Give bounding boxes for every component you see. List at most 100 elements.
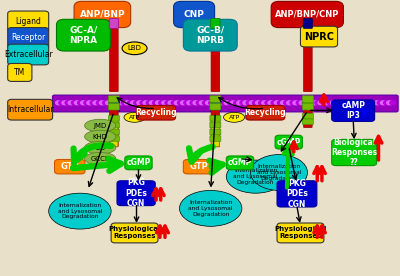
Circle shape xyxy=(240,101,246,105)
FancyBboxPatch shape xyxy=(8,63,32,81)
Circle shape xyxy=(93,101,99,105)
Text: cGMP: cGMP xyxy=(228,158,252,167)
Text: ANP/BNP: ANP/BNP xyxy=(80,10,125,19)
FancyBboxPatch shape xyxy=(108,122,119,128)
Circle shape xyxy=(327,101,333,105)
Ellipse shape xyxy=(224,112,245,122)
Ellipse shape xyxy=(124,112,145,122)
Text: Internalization
and Lysosomal
Degradation: Internalization and Lysosomal Degradatio… xyxy=(58,203,102,219)
Circle shape xyxy=(74,101,80,105)
FancyBboxPatch shape xyxy=(212,133,219,140)
Circle shape xyxy=(215,101,220,105)
FancyBboxPatch shape xyxy=(210,96,221,102)
FancyBboxPatch shape xyxy=(110,119,118,126)
Circle shape xyxy=(290,101,295,105)
FancyBboxPatch shape xyxy=(277,181,317,207)
Text: Ligand: Ligand xyxy=(15,17,41,26)
Text: GCCD: GCCD xyxy=(90,156,110,162)
Circle shape xyxy=(121,101,127,105)
Circle shape xyxy=(221,101,227,105)
FancyBboxPatch shape xyxy=(271,1,343,28)
Circle shape xyxy=(187,101,192,105)
Text: Recycling: Recycling xyxy=(135,108,177,117)
FancyBboxPatch shape xyxy=(117,181,155,206)
Text: Intracellular: Intracellular xyxy=(7,105,54,114)
Circle shape xyxy=(206,101,211,105)
FancyBboxPatch shape xyxy=(211,110,220,147)
Ellipse shape xyxy=(122,42,147,55)
Circle shape xyxy=(365,101,370,105)
FancyBboxPatch shape xyxy=(125,156,152,170)
Circle shape xyxy=(380,101,386,105)
FancyBboxPatch shape xyxy=(302,113,313,119)
Circle shape xyxy=(131,101,136,105)
FancyBboxPatch shape xyxy=(304,28,312,92)
Circle shape xyxy=(362,101,367,105)
Circle shape xyxy=(96,101,102,105)
Text: NPRC: NPRC xyxy=(304,31,334,42)
FancyBboxPatch shape xyxy=(8,99,52,120)
Circle shape xyxy=(196,101,202,105)
Circle shape xyxy=(252,101,258,105)
Circle shape xyxy=(234,101,239,105)
Circle shape xyxy=(287,101,292,105)
Circle shape xyxy=(118,101,124,105)
Text: GTP: GTP xyxy=(189,162,208,171)
Text: GTP: GTP xyxy=(60,162,79,171)
Text: ATP: ATP xyxy=(228,115,240,120)
FancyBboxPatch shape xyxy=(212,140,219,147)
Circle shape xyxy=(134,101,139,105)
FancyBboxPatch shape xyxy=(110,28,118,92)
Text: Biological
Responses
??: Biological Responses ?? xyxy=(331,138,377,167)
FancyBboxPatch shape xyxy=(302,104,313,110)
Circle shape xyxy=(315,101,320,105)
Circle shape xyxy=(390,101,395,105)
Circle shape xyxy=(212,101,217,105)
Circle shape xyxy=(359,101,364,105)
Circle shape xyxy=(140,101,146,105)
Circle shape xyxy=(377,101,383,105)
FancyBboxPatch shape xyxy=(110,140,118,147)
FancyBboxPatch shape xyxy=(183,160,214,174)
Circle shape xyxy=(100,101,105,105)
Text: cAMP
IP3: cAMP IP3 xyxy=(341,101,365,120)
FancyBboxPatch shape xyxy=(8,44,49,65)
Circle shape xyxy=(102,101,108,105)
Circle shape xyxy=(152,101,158,105)
Circle shape xyxy=(84,101,89,105)
Circle shape xyxy=(174,101,180,105)
FancyBboxPatch shape xyxy=(303,18,312,28)
Text: TM: TM xyxy=(14,68,26,77)
Circle shape xyxy=(343,101,348,105)
FancyBboxPatch shape xyxy=(212,119,219,126)
FancyBboxPatch shape xyxy=(211,28,220,92)
Circle shape xyxy=(165,101,170,105)
Circle shape xyxy=(202,101,208,105)
FancyBboxPatch shape xyxy=(302,96,313,102)
Text: Recycling: Recycling xyxy=(244,108,286,117)
FancyBboxPatch shape xyxy=(211,18,220,28)
FancyBboxPatch shape xyxy=(332,100,375,121)
Circle shape xyxy=(90,101,96,105)
FancyBboxPatch shape xyxy=(54,160,85,174)
Ellipse shape xyxy=(84,141,116,154)
Circle shape xyxy=(256,101,261,105)
Circle shape xyxy=(162,101,167,105)
Text: ANP/BNP/CNP: ANP/BNP/CNP xyxy=(275,10,340,19)
Circle shape xyxy=(81,101,86,105)
FancyBboxPatch shape xyxy=(332,139,376,166)
Circle shape xyxy=(146,101,152,105)
Text: cGMP: cGMP xyxy=(126,158,151,167)
Circle shape xyxy=(193,101,198,105)
FancyBboxPatch shape xyxy=(183,19,237,51)
Circle shape xyxy=(309,101,314,105)
Ellipse shape xyxy=(84,130,116,143)
Circle shape xyxy=(68,101,74,105)
Circle shape xyxy=(59,101,64,105)
FancyBboxPatch shape xyxy=(8,11,49,32)
FancyBboxPatch shape xyxy=(108,136,119,141)
Circle shape xyxy=(115,101,120,105)
FancyBboxPatch shape xyxy=(109,18,118,28)
Circle shape xyxy=(337,101,342,105)
FancyBboxPatch shape xyxy=(303,96,313,111)
